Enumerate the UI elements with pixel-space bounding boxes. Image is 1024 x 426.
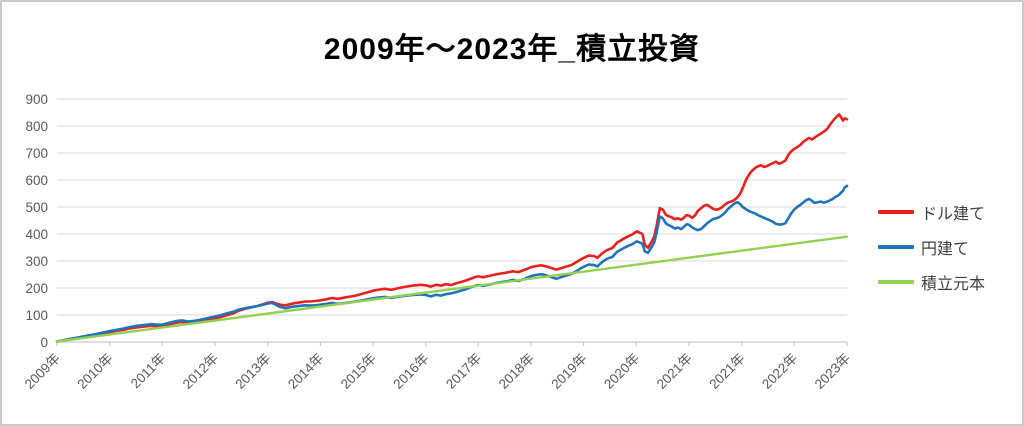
y-tick-label: 300 [25,254,48,269]
y-tick-label: 400 [25,227,48,242]
series-line-principal [55,235,849,343]
x-tick-label: 2022年 [759,351,800,392]
legend-item-yen: 円建て [878,236,985,258]
y-tick-label: 500 [25,200,48,215]
x-tick-label: 2011年 [128,351,169,392]
y-tick-label: 900 [25,92,48,107]
x-tick-label: 2012年 [180,351,221,392]
x-tick-label: 2016年 [390,351,431,392]
x-tick-label: 2015年 [338,351,379,392]
x-tick-label: 2023年 [812,351,853,392]
x-tick-label: 2017年 [443,351,484,392]
x-tick-label: 2019年 [548,351,589,392]
legend-label-dollar: ドル建て [921,205,986,223]
x-tick-label: 2020年 [601,351,642,392]
x-tick-label: 2018年 [496,351,537,392]
x-tick-label: 2021年 [654,351,695,392]
x-tick-label: 2010年 [74,351,115,392]
yen-line-swatch [878,244,914,249]
x-tick-label: 2021年 [706,351,747,392]
y-tick-label: 800 [25,119,48,134]
y-tick-label: 100 [25,308,48,323]
legend-label-principal: 積立元本 [921,275,986,293]
y-tick-label: 700 [25,146,48,161]
y-tick-label: 0 [40,335,48,350]
x-tick-label: 2013年 [232,351,273,392]
principal-line-swatch [878,279,914,284]
x-tick-label: 2014年 [285,351,326,392]
series-line-dollar [55,113,849,343]
legend-item-dollar: ドル建て [878,201,986,223]
x-tick-label: 2009年 [22,351,63,392]
dollar-line-swatch [878,209,914,214]
chart-title: 2009年～2023年_積立投資 [323,33,701,66]
series-line-yen [55,184,849,343]
y-tick-label: 600 [25,173,48,188]
legend-item-principal: 積立元本 [878,271,986,293]
legend: ドル建て 円建て 積立元本 [878,201,986,293]
legend-label-yen: 円建て [921,240,970,258]
y-tick-label: 200 [25,281,48,296]
